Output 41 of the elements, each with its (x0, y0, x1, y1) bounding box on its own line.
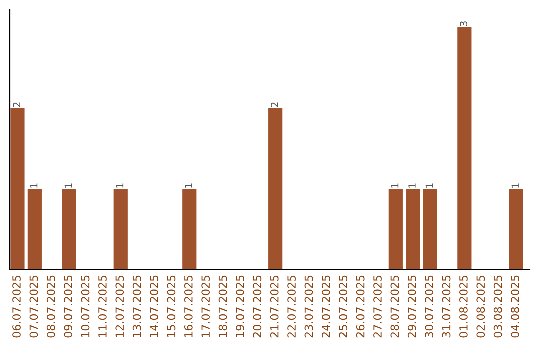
x-tick-label: 31.07.2025 (442, 276, 451, 338)
x-tick-label: 19.07.2025 (236, 276, 244, 338)
data-label: 1 (392, 184, 399, 188)
data-label: 1 (116, 184, 124, 188)
x-tick-label: 07.07.2025 (30, 276, 38, 338)
x-tick-label: 25.07.2025 (339, 276, 348, 338)
data-label: 1 (408, 184, 416, 188)
x-tick-label: 30.07.2025 (425, 276, 434, 338)
data-label: 2 (13, 102, 20, 108)
x-tick-label: 15.07.2025 (167, 276, 176, 338)
x-tick-label: 29.07.2025 (408, 276, 416, 338)
data-label: 2 (271, 102, 278, 108)
x-tick-label: 16.07.2025 (184, 276, 193, 338)
x-tick-label: 12.07.2025 (116, 276, 124, 338)
x-tick-label: 08.07.2025 (46, 276, 56, 338)
x-tick-label: 22.07.2025 (288, 276, 296, 338)
data-label: 3 (460, 22, 468, 26)
x-tick-label: 24.07.2025 (322, 276, 330, 338)
x-tick-label: 04.08.2025 (511, 276, 520, 338)
x-tick-label: 28.07.2025 (390, 276, 400, 338)
x-tick-label: 01.08.2025 (459, 276, 468, 338)
x-tick-label: 09.07.2025 (64, 276, 73, 338)
data-label: 1 (512, 184, 519, 188)
x-tick-label: 26.07.2025 (356, 276, 365, 338)
x-tick-label: 23.07.2025 (304, 276, 314, 338)
x-tick-label: 02.08.2025 (476, 276, 486, 338)
x-tick-label: 11.07.2025 (98, 276, 107, 338)
data-label: 1 (185, 184, 192, 188)
x-tick-label: 17.07.2025 (202, 276, 210, 338)
x-tick-label: 03.08.2025 (494, 276, 502, 338)
data-label: 1 (30, 184, 38, 188)
x-tick-label: 20.07.2025 (253, 276, 262, 338)
x-tick-label: 10.07.2025 (81, 276, 90, 338)
data-label: 1 (64, 184, 72, 188)
x-tick-label: 14.07.2025 (150, 276, 158, 338)
data-label: 1 (426, 184, 433, 188)
x-tick-label: 06.07.2025 (12, 276, 21, 338)
x-tick-label: 21.07.2025 (270, 276, 279, 338)
x-tick-label: 13.07.2025 (132, 276, 142, 338)
x-tick-label: 27.07.2025 (374, 276, 382, 338)
x-tick-label: 18.07.2025 (218, 276, 228, 338)
